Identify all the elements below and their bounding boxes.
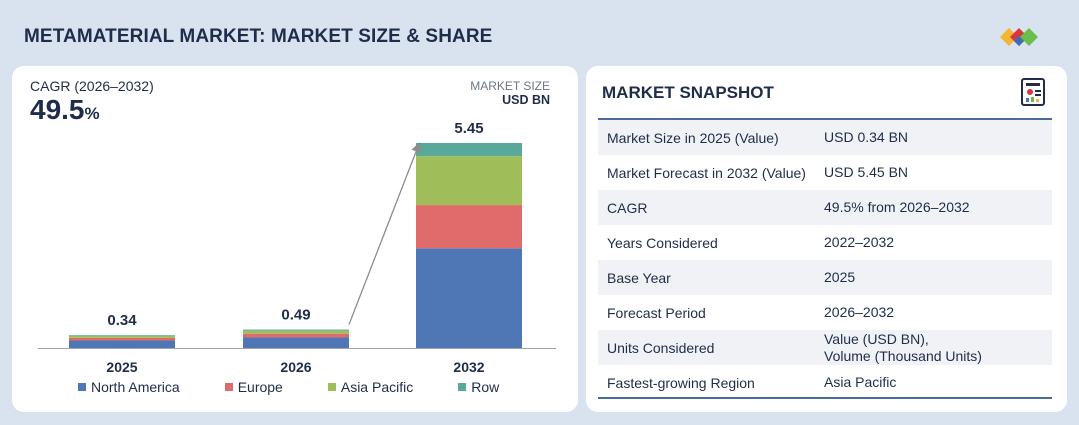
brand-logo-icon [1000, 28, 1038, 46]
market-size-label: MARKET SIZE [470, 79, 550, 93]
x-tick-label: 2026 [280, 359, 311, 375]
snapshot-row: Market Forecast in 2032 (Value) USD 5.45… [598, 155, 1052, 190]
cagr-value: 49.5% [30, 94, 100, 126]
snapshot-key: Fastest-growing Region [607, 374, 755, 391]
snapshot-row: CAGR 49.5% from 2026–2032 [598, 190, 1052, 225]
snapshot-value: 2022–2032 [824, 234, 895, 250]
bar-segment-row [416, 143, 522, 157]
report-document-icon [1021, 78, 1045, 106]
snapshot-row: Years Considered 2022–2032 [598, 225, 1052, 260]
legend-label: North America [91, 379, 180, 395]
legend-swatch-row [458, 383, 467, 391]
bar-total-label: 0.49 [281, 307, 310, 324]
snapshot-value-line: Volume (Thousand Units) [824, 347, 982, 364]
bar-segment-row [69, 335, 175, 336]
bar-segment-europe [416, 205, 522, 249]
bar-total-label: 5.45 [454, 120, 483, 137]
bar-segment-europe [243, 333, 349, 338]
legend-label: Asia Pacific [340, 379, 414, 395]
snapshot-key: Units Considered [607, 339, 715, 356]
bar-segment-north-america [69, 340, 175, 348]
legend-item-europe: Europe [224, 379, 283, 395]
bar-total-label: 0.34 [107, 312, 137, 329]
x-tick-label: 2025 [106, 359, 137, 375]
snapshot-key: CAGR [607, 199, 648, 216]
snapshot-value: USD 5.45 BN [824, 164, 909, 180]
snapshot-key: Market Forecast in 2032 (Value) [607, 164, 806, 181]
legend-swatch-europe [224, 383, 233, 391]
bar-segment-europe [69, 337, 175, 341]
snapshot-key: Forecast Period [607, 304, 706, 321]
market-snapshot-panel: MARKET SNAPSHOT Market Size in 2025 (Val… [586, 66, 1067, 412]
bar-segment-north-america [416, 248, 522, 348]
bar-segment-row [243, 329, 349, 331]
chart-legend: North America Europe Asia Pacific Row [78, 379, 499, 395]
snapshot-value: Value (USD BN), Volume (Thousand Units) [824, 331, 1052, 365]
market-size-panel: CAGR (2026–2032) 49.5% MARKET SIZE USD B… [12, 66, 578, 412]
legend-item-asia-pacific: Asia Pacific [327, 379, 414, 395]
growth-arrow [348, 142, 421, 325]
snapshot-value: Asia Pacific [824, 374, 897, 390]
bar-segment-asia-pacific [69, 335, 175, 338]
snapshot-value: USD 0.34 BN [824, 129, 909, 145]
cagr-label: CAGR (2026–2032) [30, 78, 154, 94]
snapshot-row: Units Considered Value (USD BN), Volume … [598, 330, 1052, 365]
snapshot-title: MARKET SNAPSHOT [602, 83, 774, 102]
legend-label: Europe [237, 379, 283, 395]
page-title: METAMATERIAL MARKET: MARKET SIZE & SHARE [24, 26, 493, 47]
legend-item-north-america: North America [78, 379, 180, 395]
snapshot-value-line: Value (USD BN), [824, 330, 929, 347]
legend-swatch-asia-pacific [327, 383, 336, 391]
snapshot-key: Market Size in 2025 (Value) [607, 129, 779, 146]
market-size-unit: USD BN [502, 93, 550, 107]
bar-segment-asia-pacific [416, 156, 522, 206]
snapshot-value: 49.5% from 2026–2032 [824, 199, 970, 215]
market-size-chart: 0.34 2025 0.49 2026 5.45 2032 [38, 120, 556, 375]
snapshot-row: Base Year 2025 [598, 260, 1052, 295]
snapshot-row: Fastest-growing Region Asia Pacific [598, 365, 1052, 400]
legend-label: Row [471, 379, 500, 395]
snapshot-row: Forecast Period 2026–2032 [598, 295, 1052, 330]
snapshot-row: Market Size in 2025 (Value) USD 0.34 BN [598, 120, 1052, 155]
cagr-number: 49.5 [30, 94, 85, 125]
bar-segment-north-america [243, 337, 349, 348]
legend-item-row: Row [458, 379, 499, 395]
snapshot-bottom-rule [598, 397, 1052, 399]
x-tick-label: 2032 [453, 359, 484, 375]
snapshot-key: Years Considered [607, 234, 718, 251]
cagr-unit: % [84, 104, 100, 123]
legend-swatch-north-america [78, 383, 86, 391]
snapshot-top-rule [598, 118, 1052, 120]
snapshot-value: 2026–2032 [824, 304, 895, 320]
bar-segment-asia-pacific [243, 330, 349, 334]
snapshot-value: 2025 [824, 269, 856, 285]
snapshot-table: Market Size in 2025 (Value) USD 0.34 BN … [598, 120, 1052, 400]
snapshot-key: Base Year [607, 269, 671, 286]
